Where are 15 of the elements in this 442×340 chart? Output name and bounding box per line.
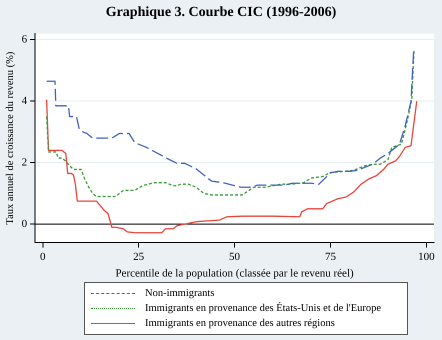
x-tick-label: 75 <box>324 251 336 264</box>
y-tick-label: 6 <box>22 34 28 46</box>
x-tick-label: 50 <box>229 251 241 264</box>
y-tick-label: 0 <box>22 218 28 230</box>
y-tick-label: 2 <box>22 156 28 169</box>
legend-label: Non-immigrants <box>145 288 214 299</box>
x-tick-label: 0 <box>40 251 46 264</box>
chart-title: Graphique 3. Courbe CIC (1996-2006) <box>104 4 338 22</box>
x-axis-title: Percentile de la population (classée par le revenu réel) <box>115 267 354 280</box>
x-tick-label: 100 <box>418 251 436 264</box>
y-axis-title: Taux annuel de croissance du revenu (%) <box>5 51 16 225</box>
y-tick-label: 4 <box>22 95 28 108</box>
legend-label: Immigrants en provenance des autres régions <box>145 318 335 329</box>
legend-label: Immigrants en provenance des États-Unis et de l'Europe <box>145 303 382 314</box>
x-tick-label: 25 <box>133 251 145 264</box>
